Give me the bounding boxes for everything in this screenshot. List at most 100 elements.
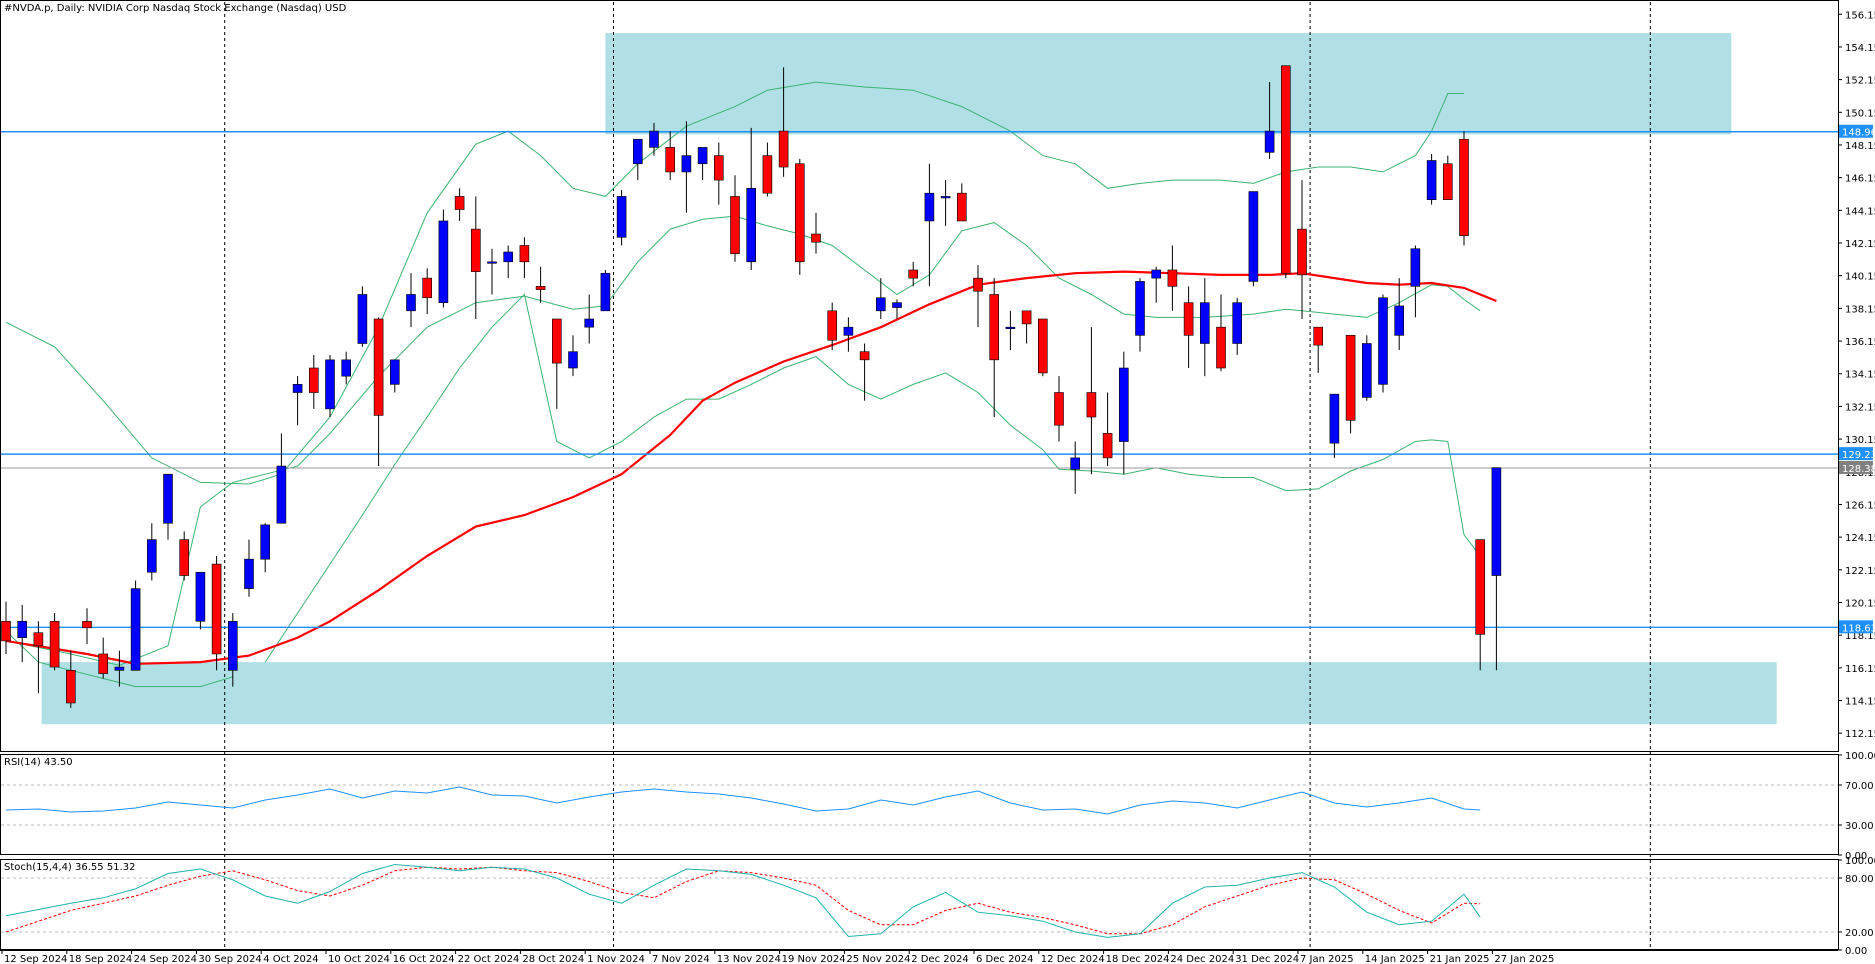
candle-body	[1475, 539, 1485, 635]
candle-body	[956, 192, 967, 222]
candle-body	[568, 351, 578, 369]
candle-body	[1, 620, 11, 642]
candle-body	[357, 294, 368, 344]
level-price-tag-box	[1839, 124, 1873, 138]
candle-body	[519, 245, 530, 263]
candle-body	[211, 563, 222, 655]
candle-body	[503, 251, 514, 263]
stoch-axis-label: 100.00	[1845, 856, 1875, 867]
price-tick-label: 118.15	[1845, 631, 1875, 642]
price-tick-label: 136.15	[1845, 337, 1875, 348]
candle-body	[1216, 326, 1226, 369]
candle-body	[762, 155, 773, 194]
date-tick-label: 21 Jan 2025	[1430, 954, 1490, 964]
candle-body	[1281, 65, 1291, 274]
candle-body	[1038, 318, 1048, 374]
candle-body	[325, 359, 335, 410]
bollinger-lower-line	[264, 293, 1481, 663]
candle-body	[487, 261, 497, 264]
candle-body	[1005, 326, 1016, 329]
candle-body	[1426, 160, 1437, 201]
date-tick-label: 13 Nov 2024	[717, 954, 781, 964]
date-tick-label: 24 Dec 2024	[1170, 954, 1234, 964]
candle-body	[681, 155, 692, 173]
candle-body	[794, 163, 805, 263]
candle-body	[454, 196, 465, 210]
main-panel-border	[0, 0, 1839, 752]
date-tick-label: 30 Sep 2024	[198, 954, 261, 964]
candle-body	[244, 558, 254, 589]
price-axis-background	[1839, 0, 1875, 964]
candle-body	[1135, 281, 1145, 336]
candle-body	[292, 384, 303, 393]
supply-demand-zone-1	[41, 662, 1777, 725]
candle-body	[1362, 343, 1372, 398]
candle-body	[1232, 302, 1242, 344]
date-tick-label: 12 Sep 2024	[4, 954, 67, 964]
bollinger-middle-line	[5, 215, 1481, 666]
candle-body	[179, 539, 189, 576]
candle-body	[924, 192, 935, 222]
date-tick-label: 4 Oct 2024	[263, 954, 318, 964]
price-tick-label: 144.15	[1845, 206, 1875, 217]
price-tick-label: 140.15	[1845, 272, 1875, 283]
price-tick-label: 146.15	[1845, 174, 1875, 185]
date-tick-label: 7 Jan 2025	[1300, 954, 1354, 964]
date-tick-label: 28 Oct 2024	[522, 954, 584, 964]
date-tick-label: 22 Oct 2024	[458, 954, 520, 964]
date-tick-label: 27 Jan 2025	[1494, 954, 1554, 964]
date-tick-label: 6 Dec 2024	[976, 954, 1034, 964]
candle-body	[373, 318, 384, 416]
candle-body	[438, 220, 449, 303]
candle-body	[1183, 302, 1194, 336]
date-tick-label: 1 Nov 2024	[587, 954, 645, 964]
candle-body	[940, 196, 951, 199]
candle-body	[746, 187, 757, 263]
stoch-main-line	[5, 863, 1481, 938]
candle-body	[1491, 467, 1502, 576]
candle-body	[665, 147, 676, 173]
candle-body	[66, 670, 76, 704]
candle-body	[713, 155, 724, 181]
date-tick-label: 19 Nov 2024	[782, 954, 846, 964]
price-tick-label: 122.15	[1845, 566, 1875, 577]
candle-body	[1200, 302, 1210, 344]
candle-body	[49, 620, 60, 668]
candle-body	[827, 310, 838, 341]
candle-body	[584, 318, 595, 328]
date-tick-label: 10 Oct 2024	[328, 954, 390, 964]
candle-body	[973, 277, 983, 292]
price-tick-label: 138.15	[1845, 304, 1875, 315]
rsi-axis-label: 0.00	[1845, 851, 1867, 862]
candle-body	[1329, 393, 1340, 444]
candle-body	[406, 294, 416, 312]
level-price-tag: 129.23	[1842, 450, 1875, 461]
candle-body	[697, 147, 708, 165]
candle-body	[82, 620, 92, 629]
date-tick-label: 14 Jan 2025	[1365, 954, 1425, 964]
last-price-tag: 128.38	[1842, 464, 1875, 475]
price-tick-label: 112.15	[1845, 729, 1875, 740]
price-tick-label: 156.15	[1845, 10, 1875, 21]
candle-body	[147, 539, 157, 573]
candle-body	[600, 272, 611, 312]
candle-body	[1248, 191, 1259, 282]
level-price-tag: 148.96	[1842, 128, 1875, 139]
level-price-tag-box	[1839, 447, 1873, 461]
candle-body	[276, 465, 287, 524]
candle-body	[551, 318, 562, 364]
candle-body	[130, 588, 141, 671]
rsi-axis-label: 70.00	[1845, 781, 1874, 792]
candle-body	[228, 620, 238, 671]
candle-body	[389, 359, 400, 385]
candle-body	[422, 277, 433, 299]
candle-body	[1459, 138, 1469, 236]
candle-body	[470, 228, 481, 272]
candle-body	[1410, 248, 1421, 287]
date-tick-label: 2 Dec 2024	[911, 954, 969, 964]
candle-body	[1102, 433, 1113, 459]
price-tick-label: 124.15	[1845, 533, 1875, 544]
price-tick-label: 148.15	[1845, 141, 1875, 152]
